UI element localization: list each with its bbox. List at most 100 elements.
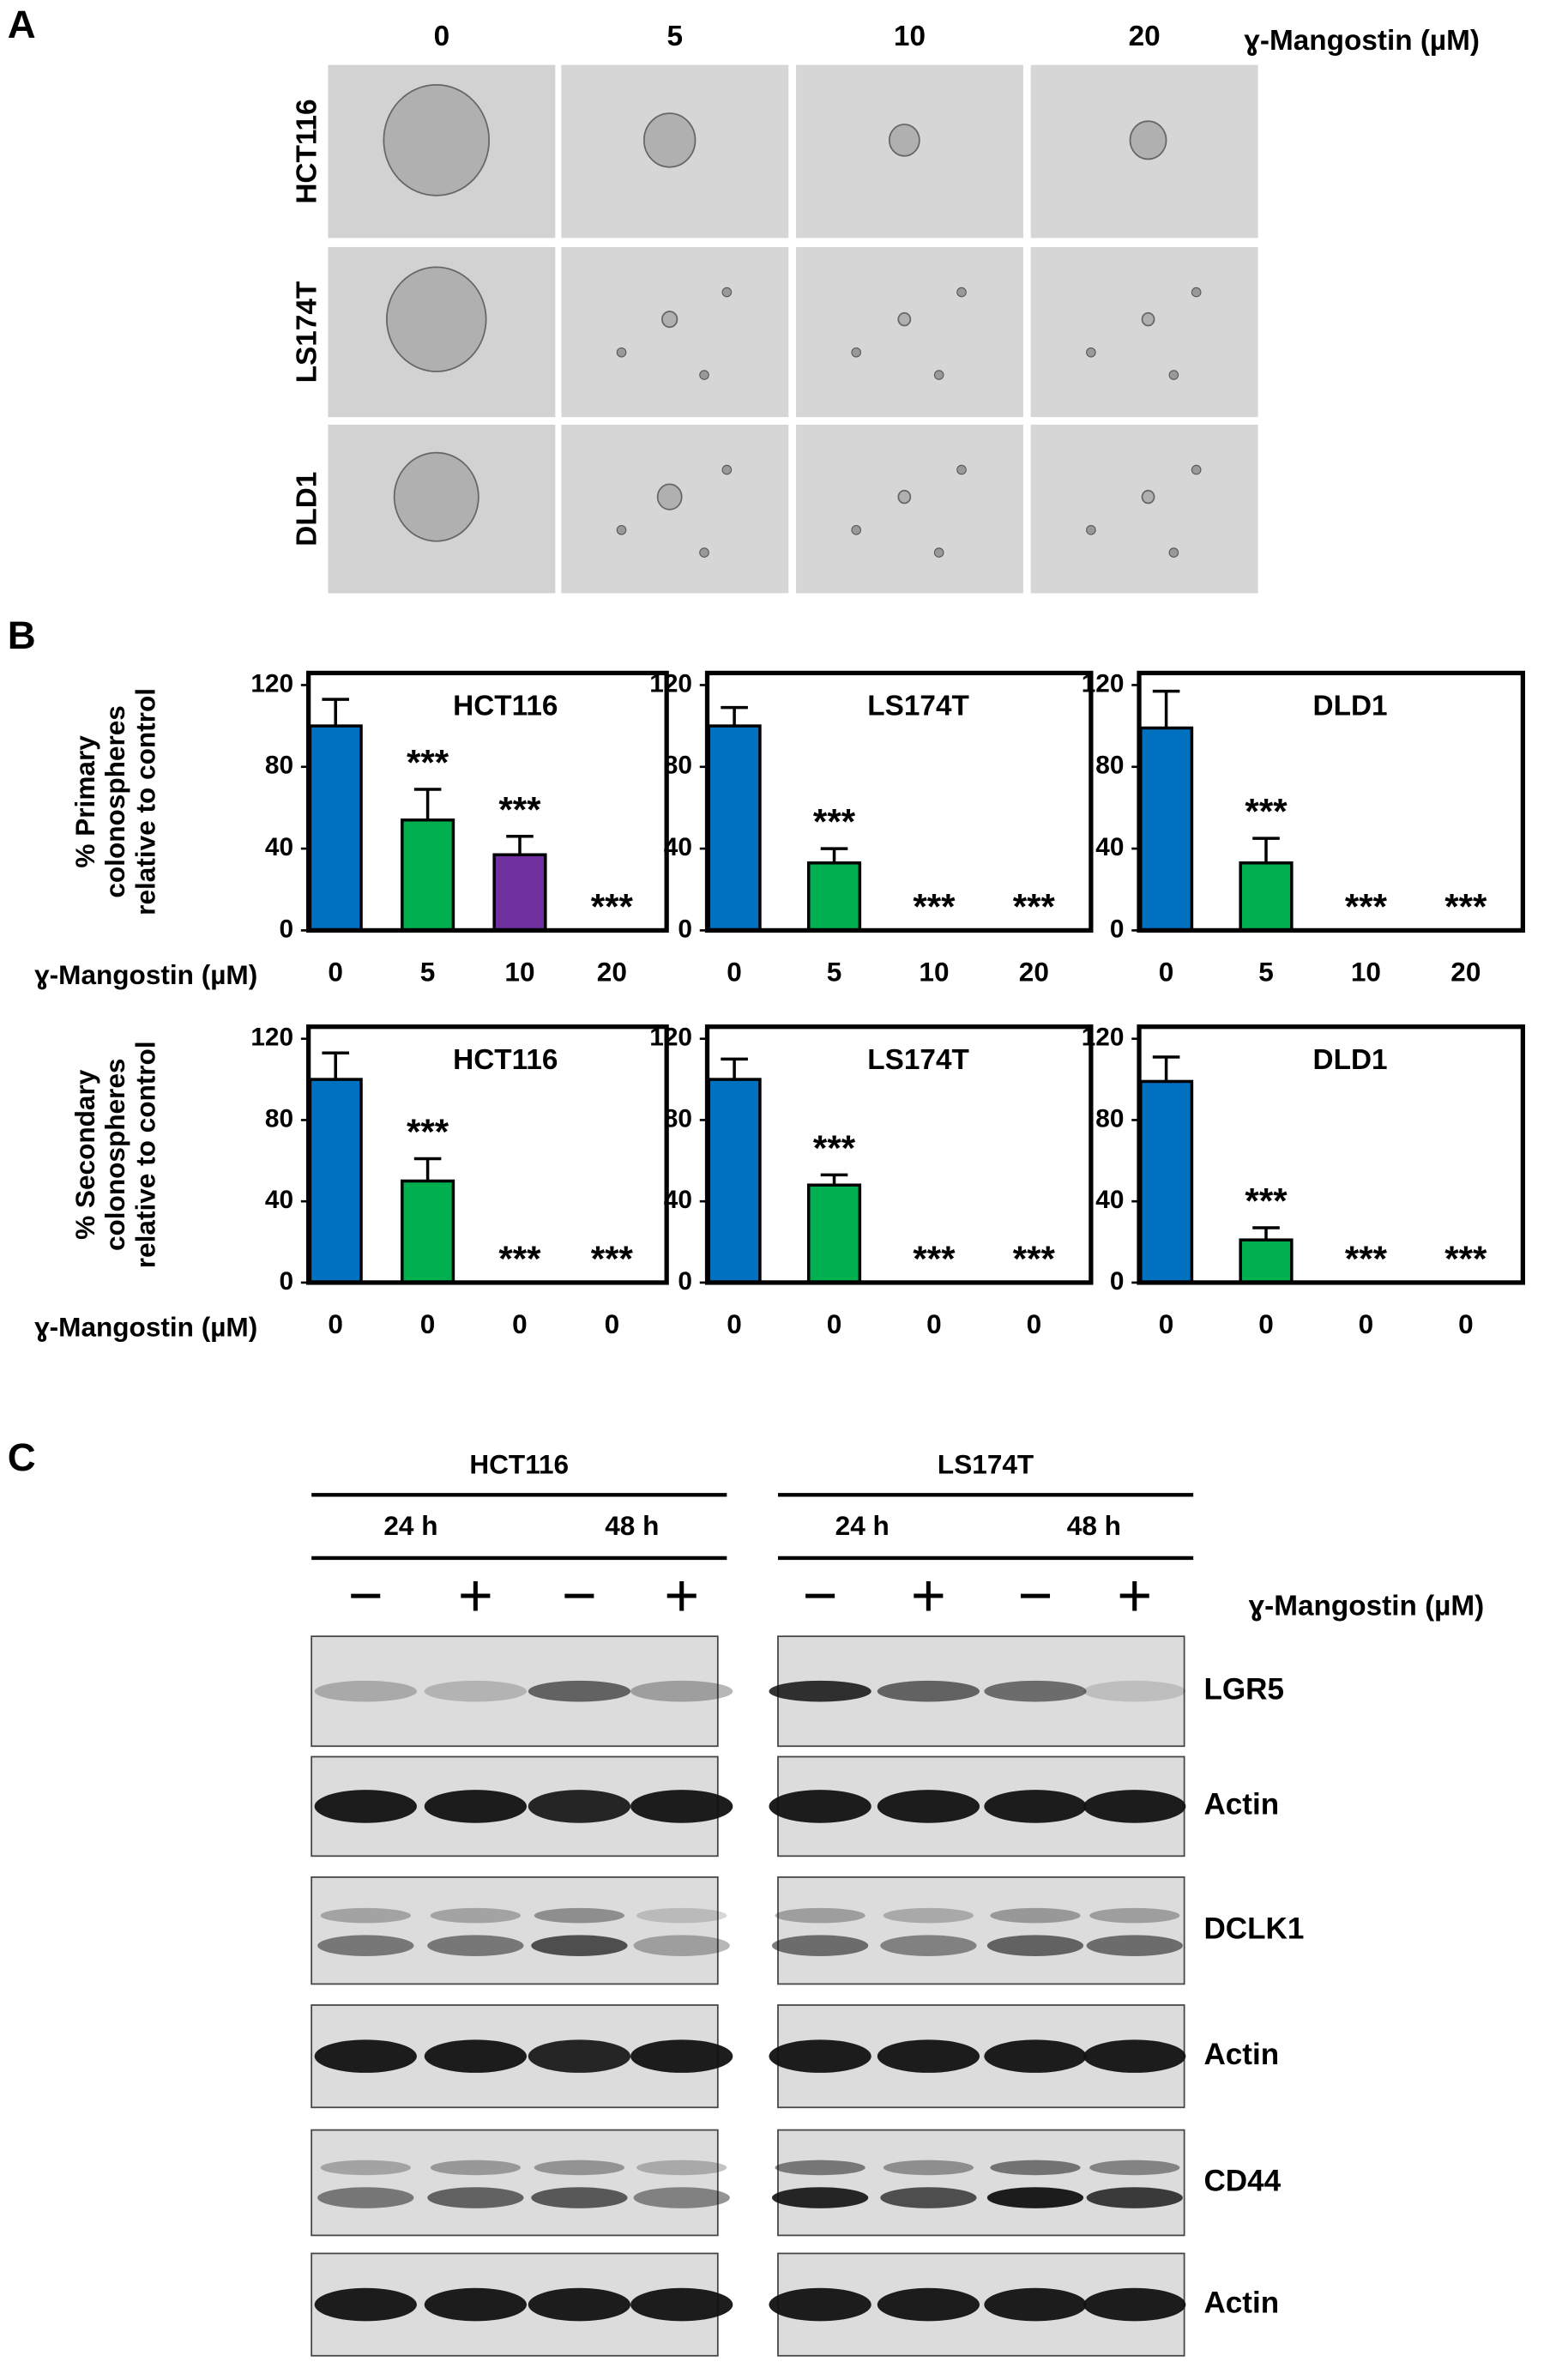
y-tick-label: 80	[664, 1104, 692, 1133]
treatment-label: ɣ-Mangostin (µM)	[1244, 25, 1480, 57]
band	[528, 1790, 631, 1823]
band	[990, 1907, 1081, 1924]
x-tick-label: 10	[1351, 957, 1381, 988]
x-tick-label: 0	[1258, 1308, 1274, 1339]
significance: ***	[913, 1238, 956, 1278]
band	[633, 1935, 730, 1956]
cell-cluster	[1168, 370, 1179, 380]
micrograph	[1030, 424, 1258, 594]
cell-cluster	[699, 547, 709, 558]
colonosphere	[1141, 311, 1155, 327]
band	[880, 1935, 977, 1956]
bar	[1139, 726, 1194, 933]
band	[314, 1680, 417, 1702]
band	[769, 1680, 871, 1702]
x-tick-label: 0	[727, 1308, 742, 1339]
y-tick-label: 120	[1082, 669, 1125, 698]
y-tick-label: 40	[664, 833, 692, 861]
band	[430, 2160, 521, 2176]
cell-cluster	[933, 547, 944, 558]
y-tick-label: 120	[1082, 1024, 1125, 1052]
significance: ***	[1013, 886, 1056, 927]
y-tick-label: 80	[1095, 752, 1124, 780]
group-label: HCT116	[469, 1448, 569, 1479]
band	[424, 2287, 528, 2322]
chart-title: LS174T	[867, 1044, 969, 1076]
x-tick-label: 0	[420, 1308, 436, 1339]
x-tick-label: 5	[1258, 957, 1274, 988]
band	[877, 1680, 980, 1702]
row-label: Actin	[1203, 2038, 1279, 2071]
significance: ***	[498, 789, 541, 830]
colonosphere	[1141, 489, 1155, 504]
band	[877, 2039, 980, 2073]
row-label: Actin	[1203, 1788, 1279, 1821]
y-tick-label: 80	[265, 1104, 293, 1133]
band	[984, 2039, 1087, 2073]
band	[775, 1907, 865, 1924]
y-tick-label: 80	[265, 752, 293, 780]
band	[636, 2160, 727, 2176]
significance: ***	[407, 742, 449, 782]
band	[630, 2039, 733, 2073]
plot-frame	[306, 1024, 669, 1285]
plot-frame	[306, 670, 669, 933]
colonosphere	[656, 483, 683, 510]
treatment-sign: −	[803, 1562, 838, 1629]
x-tick-label: 0	[1359, 1308, 1374, 1339]
band	[424, 1790, 528, 1823]
y-tick-label: 80	[664, 752, 692, 780]
band	[1086, 1935, 1183, 1956]
row-label: HCT116	[291, 99, 323, 203]
x-tick-label: 5	[827, 957, 842, 988]
significance: ***	[1345, 886, 1388, 927]
band	[314, 2287, 417, 2322]
treatment-sign: −	[348, 1562, 383, 1629]
cell-cluster	[616, 347, 627, 358]
chart-title: DLD1	[1313, 691, 1388, 722]
significance: ***	[1444, 886, 1487, 927]
band	[320, 1907, 411, 1924]
band	[531, 2187, 628, 2208]
band	[314, 1790, 417, 1823]
y-tick-label: 0	[678, 1267, 692, 1296]
cell-cluster	[616, 524, 627, 535]
bar	[806, 861, 862, 933]
panel-letter: B	[8, 613, 36, 657]
cell-cluster	[851, 347, 861, 358]
bar	[401, 818, 455, 933]
significance: ***	[813, 801, 856, 842]
significance: ***	[1444, 1238, 1487, 1278]
colonosphere	[888, 124, 920, 157]
x-tick-label: 0	[328, 957, 343, 988]
band	[430, 1907, 521, 1924]
micrograph	[1030, 246, 1258, 418]
x-tick-label: 0	[827, 1308, 842, 1339]
x-tick-label: 0	[512, 1308, 528, 1339]
band	[990, 2160, 1081, 2176]
x-tick-label: 0	[328, 1308, 343, 1339]
chart-title: HCT116	[453, 1044, 558, 1076]
band	[986, 2187, 1084, 2208]
band	[528, 2039, 631, 2073]
y-tick-label: 0	[1110, 1267, 1125, 1296]
band	[1083, 2287, 1186, 2322]
plot-frame	[704, 670, 1094, 933]
band	[769, 1790, 871, 1823]
plot-frame	[1137, 670, 1526, 933]
cell-cluster	[721, 287, 733, 298]
colonosphere	[393, 451, 479, 542]
time-label: 48 h	[605, 1510, 659, 1541]
band	[1086, 2187, 1183, 2208]
group-label: LS174T	[938, 1448, 1034, 1479]
y-axis-label: relative to control	[130, 1041, 160, 1268]
x-tick-label: 0	[926, 1308, 942, 1339]
panel-letter: A	[8, 3, 36, 46]
y-axis-label: colonospheres	[100, 705, 130, 898]
y-tick-label: 0	[1110, 915, 1125, 943]
significance: ***	[913, 886, 956, 927]
y-tick-label: 40	[1095, 833, 1124, 861]
significance: ***	[591, 1238, 634, 1278]
x-tick-label: 10	[919, 957, 949, 988]
band	[1083, 1790, 1186, 1823]
